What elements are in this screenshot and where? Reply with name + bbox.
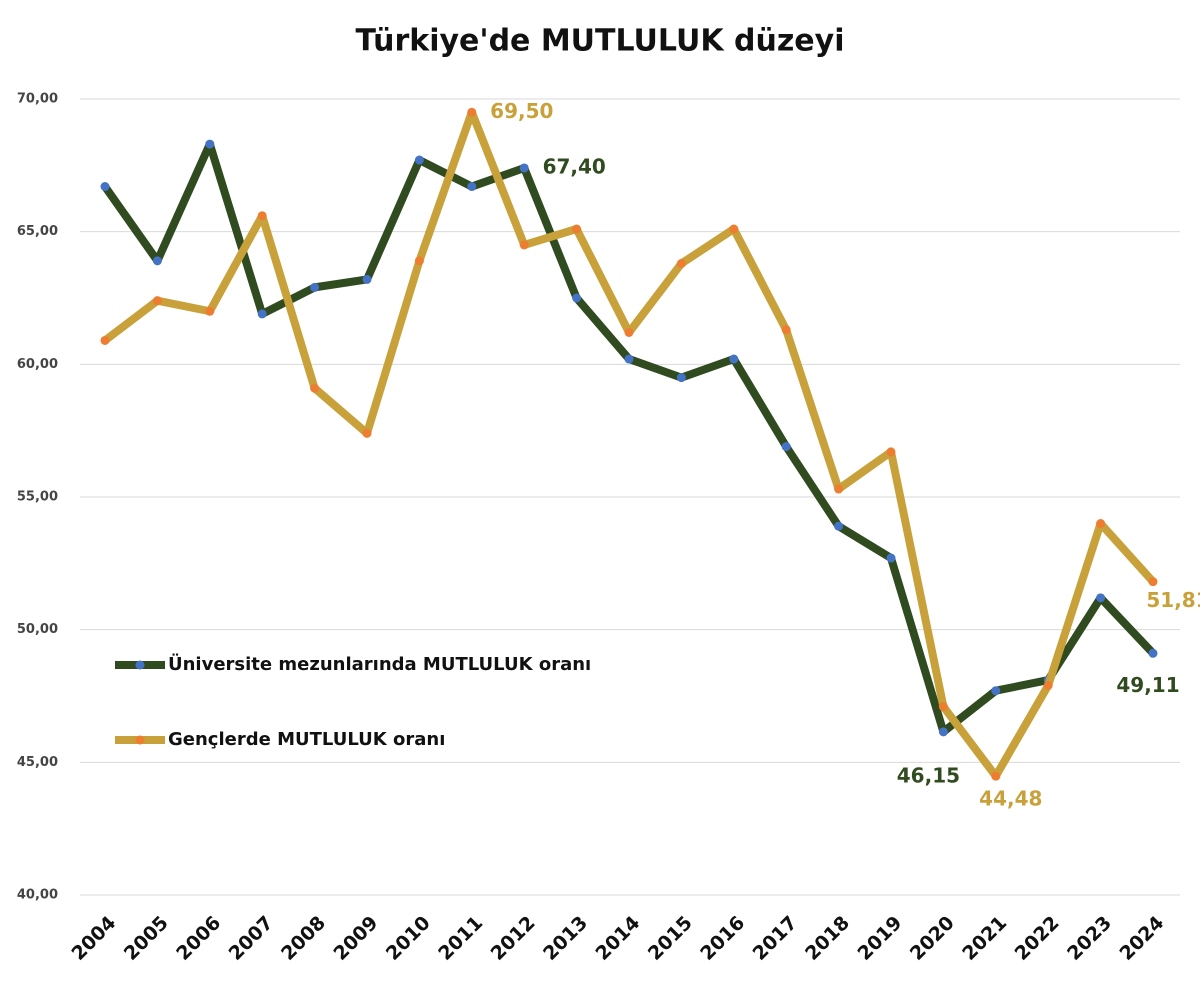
data-point — [991, 771, 1001, 781]
data-point — [938, 727, 948, 737]
data-point — [310, 282, 320, 292]
y-tick-label: 60,00 — [17, 357, 58, 372]
legend-label: Üniversite mezunlarında MUTLULUK oranı — [168, 653, 591, 675]
data-label: 44,48 — [979, 787, 1042, 811]
data-point — [1096, 593, 1106, 603]
data-point — [938, 702, 948, 712]
data-point — [257, 309, 267, 319]
data-point — [1043, 680, 1053, 690]
legend-marker — [135, 660, 145, 670]
data-point — [1148, 648, 1158, 658]
data-point — [1096, 519, 1106, 529]
data-point — [991, 686, 1001, 696]
y-tick-label: 70,00 — [17, 92, 58, 107]
data-label: 49,11 — [1116, 673, 1179, 697]
y-tick-label: 65,00 — [17, 224, 58, 239]
data-label: 51,81 — [1146, 588, 1200, 612]
data-point — [152, 256, 162, 266]
data-point — [519, 163, 529, 173]
data-point — [572, 224, 582, 234]
data-point — [100, 182, 110, 192]
data-point — [834, 521, 844, 531]
data-label: 46,15 — [897, 763, 960, 787]
data-point — [414, 155, 424, 165]
data-point — [100, 335, 110, 345]
data-point — [676, 259, 686, 269]
data-point — [414, 256, 424, 266]
data-point — [729, 224, 739, 234]
data-point — [257, 211, 267, 221]
y-tick-label: 40,00 — [17, 888, 58, 903]
data-point — [362, 274, 372, 284]
data-point — [205, 306, 215, 316]
data-point — [781, 442, 791, 452]
data-point — [624, 354, 634, 364]
data-point — [886, 447, 896, 457]
legend-marker — [135, 735, 145, 745]
data-point — [729, 354, 739, 364]
legend-label: Gençlerde MUTLULUK oranı — [168, 729, 445, 750]
y-tick-label: 45,00 — [17, 755, 58, 770]
data-label: 69,50 — [490, 99, 553, 123]
data-point — [834, 484, 844, 494]
data-label: 67,40 — [543, 154, 606, 178]
data-point — [310, 383, 320, 393]
data-point — [781, 325, 791, 335]
data-point — [572, 293, 582, 303]
chart-title: Türkiye'de MUTLULUK düzeyi — [355, 24, 844, 59]
data-point — [519, 240, 529, 250]
data-point — [886, 553, 896, 563]
data-point — [467, 107, 477, 117]
data-point — [152, 296, 162, 306]
data-point — [676, 373, 686, 383]
y-tick-label: 55,00 — [17, 490, 58, 505]
y-tick-label: 50,00 — [17, 622, 58, 637]
data-point — [1148, 577, 1158, 587]
data-point — [624, 327, 634, 337]
data-point — [467, 182, 477, 192]
data-point — [205, 139, 215, 149]
data-point — [362, 428, 372, 438]
